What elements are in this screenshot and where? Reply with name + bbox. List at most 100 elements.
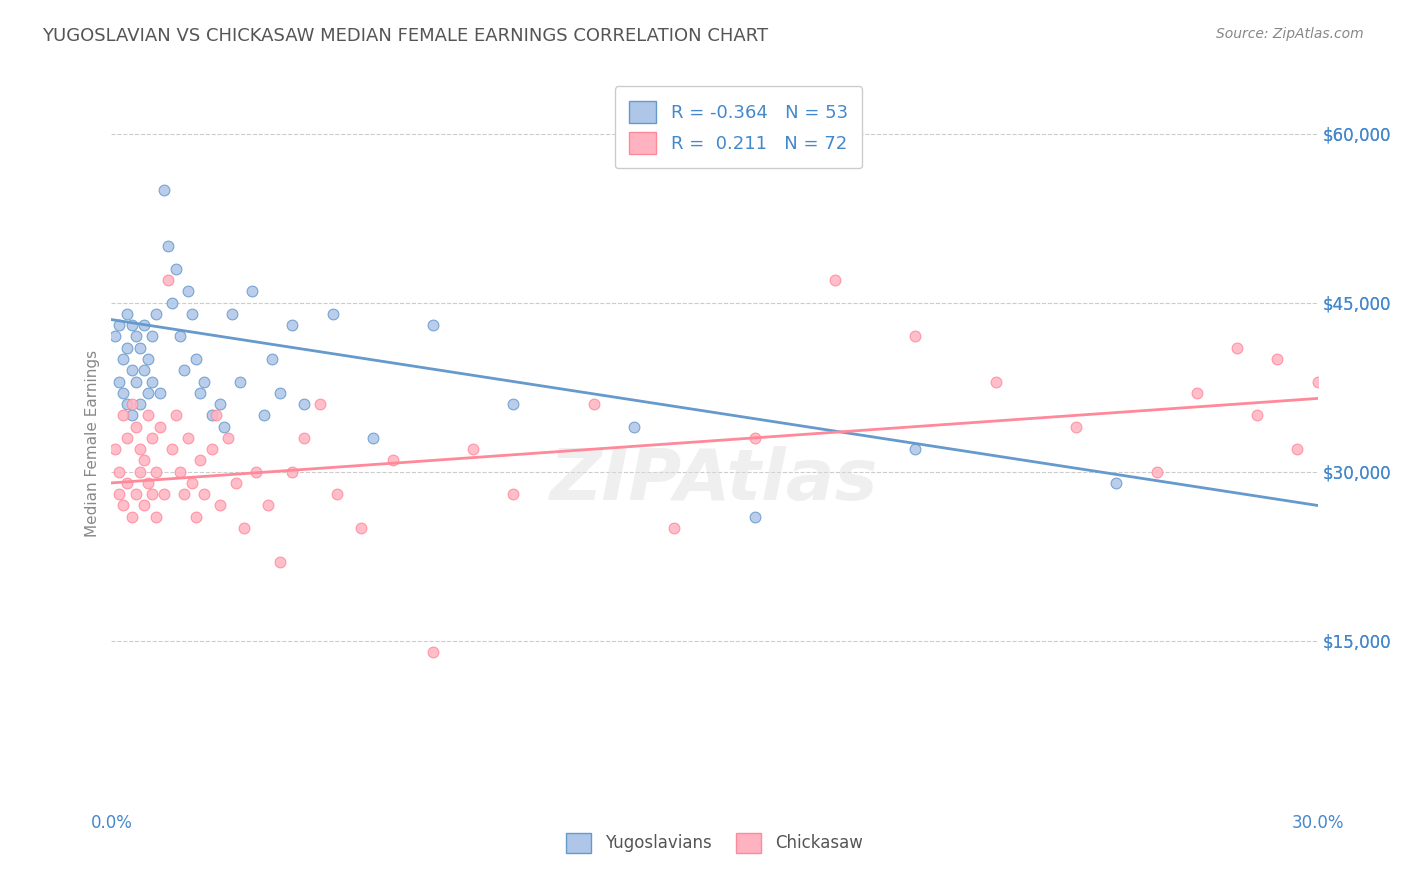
Point [124, 329, 146, 343]
Point [149, 419, 172, 434]
Point [463, 442, 485, 456]
Point [502, 487, 524, 501]
Point [281, 318, 304, 333]
Point [156, 273, 179, 287]
Point [350, 521, 373, 535]
Point [104, 329, 127, 343]
Point [257, 499, 280, 513]
Point [141, 375, 163, 389]
Point [177, 285, 200, 299]
Point [160, 295, 183, 310]
Point [281, 465, 304, 479]
Point [165, 409, 187, 423]
Point [1265, 351, 1288, 366]
Point [132, 363, 155, 377]
Point [623, 419, 645, 434]
Point [1326, 487, 1348, 501]
Point [112, 409, 135, 423]
Point [180, 475, 202, 490]
Point [141, 329, 163, 343]
Point [240, 285, 263, 299]
Point [132, 499, 155, 513]
Point [136, 475, 159, 490]
Point [184, 509, 207, 524]
Point [180, 307, 202, 321]
Point [262, 351, 284, 366]
Point [108, 375, 131, 389]
Point [112, 385, 135, 400]
Point [128, 442, 150, 456]
Point [152, 183, 174, 197]
Point [156, 239, 179, 253]
Point [269, 555, 291, 569]
Point [108, 318, 131, 333]
Point [292, 397, 315, 411]
Point [177, 431, 200, 445]
Point [173, 363, 195, 377]
Point [984, 375, 1007, 389]
Point [1306, 375, 1329, 389]
Point [136, 385, 159, 400]
Point [145, 509, 167, 524]
Point [233, 521, 256, 535]
Point [422, 645, 444, 659]
Point [253, 409, 276, 423]
Point [1286, 442, 1309, 456]
Point [117, 475, 139, 490]
Text: YUGOSLAVIAN VS CHICKASAW MEDIAN FEMALE EARNINGS CORRELATION CHART: YUGOSLAVIAN VS CHICKASAW MEDIAN FEMALE E… [42, 27, 768, 45]
Point [121, 509, 143, 524]
Point [117, 307, 139, 321]
Point [1105, 475, 1128, 490]
Point [128, 341, 150, 355]
Point [502, 397, 524, 411]
Text: Source: ZipAtlas.com: Source: ZipAtlas.com [1216, 27, 1364, 41]
Point [208, 499, 231, 513]
Point [145, 465, 167, 479]
Point [422, 318, 444, 333]
Point [117, 341, 139, 355]
Point [188, 385, 211, 400]
Point [201, 442, 224, 456]
Point [1185, 385, 1208, 400]
Point [136, 409, 159, 423]
Point [824, 273, 846, 287]
Point [121, 397, 143, 411]
Point [212, 419, 235, 434]
Point [292, 431, 315, 445]
Point [124, 487, 146, 501]
Point [121, 318, 143, 333]
Point [184, 351, 207, 366]
Point [205, 409, 228, 423]
Point [221, 307, 243, 321]
Point [229, 375, 252, 389]
Point [582, 397, 605, 411]
Point [121, 409, 143, 423]
Point [108, 465, 131, 479]
Point [121, 363, 143, 377]
Point [117, 397, 139, 411]
Point [1246, 409, 1268, 423]
Point [904, 442, 927, 456]
Point [245, 465, 267, 479]
Point [149, 385, 172, 400]
Point [112, 351, 135, 366]
Point [169, 329, 191, 343]
Point [1146, 465, 1168, 479]
Point [108, 487, 131, 501]
Point [132, 453, 155, 467]
Text: ZIPAtlas: ZIPAtlas [550, 446, 879, 515]
Point [269, 385, 291, 400]
Point [664, 521, 686, 535]
Point [165, 261, 187, 276]
Point [112, 499, 135, 513]
Point [136, 351, 159, 366]
Point [381, 453, 404, 467]
Point [744, 509, 766, 524]
Point [1226, 341, 1249, 355]
Point [1386, 419, 1406, 434]
Point [1347, 307, 1369, 321]
Point [225, 475, 247, 490]
Point [145, 307, 167, 321]
Point [217, 431, 239, 445]
Point [188, 453, 211, 467]
